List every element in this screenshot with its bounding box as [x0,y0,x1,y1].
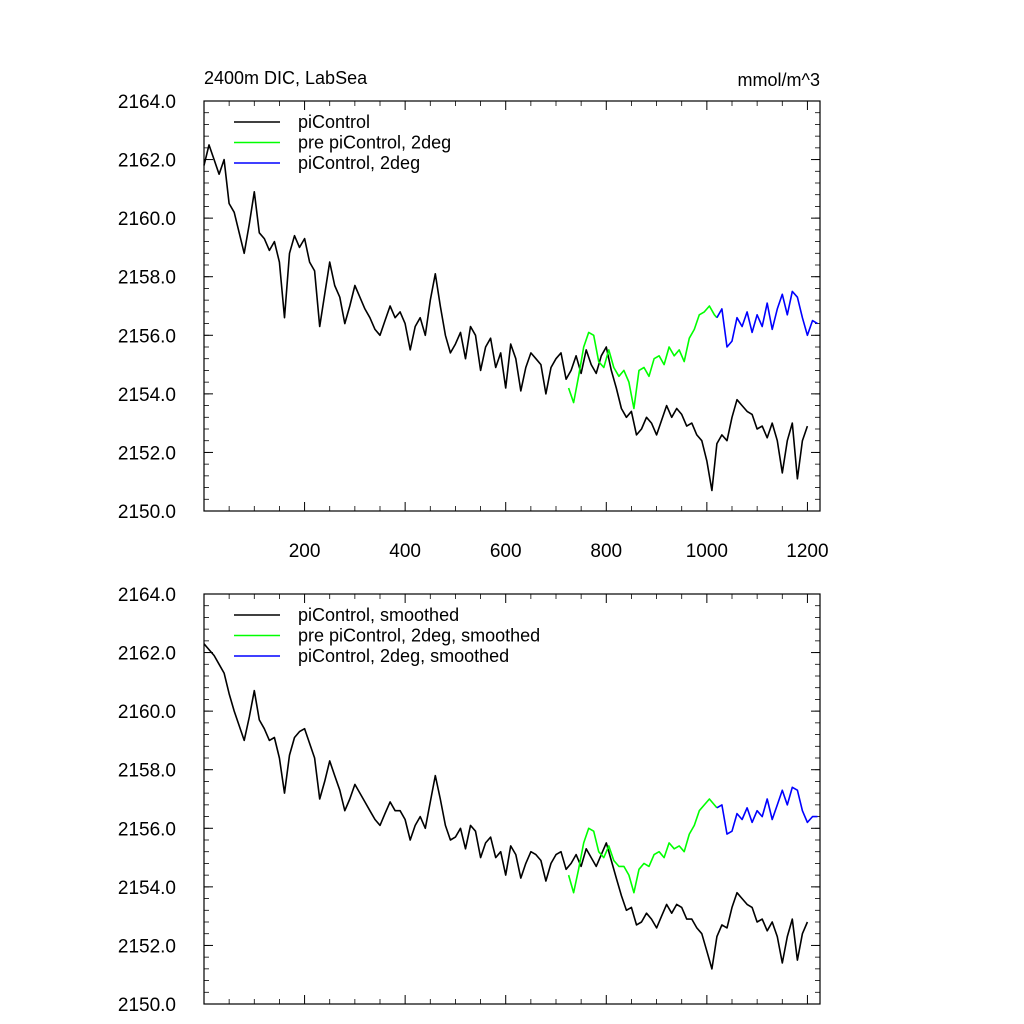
legend-label: piControl, 2deg, smoothed [298,646,509,666]
top-panel: 2400m DIC, LabSea mmol/m^3 2150.02152.02… [118,68,829,562]
x-tick-label: 400 [389,541,421,562]
series-line-picontrol-2deg [716,290,818,348]
y-tick-label: 2160.0 [118,209,176,230]
series-line-pre-picontrol-2deg [567,305,718,410]
y-tick-label: 2158.0 [118,268,176,289]
bottom-panel: 2150.0 2152.0 2154.0 2156.0 2158.0 2160.0 2162… [118,585,821,1016]
y-tick-label: 2156.0 [118,326,176,347]
minor-ticks [204,593,820,1005]
y-tick-label: 2150.0 [118,502,176,523]
y-tick-label: 2152.0 [118,936,176,957]
plot-area-frame [203,100,821,512]
series-lines [203,144,818,492]
x-tick-label: 200 [289,541,321,562]
y-tick-label: 2152.0 [118,443,176,464]
y-tick-label: 2156.0 [118,819,176,840]
series-line-picontrol-2deg-smoothed [716,786,818,835]
chart-title: 2400m DIC, LabSea [204,68,368,88]
legend-label: piControl, 2deg [298,153,420,173]
y-tick-label: 2160.0 [118,702,176,723]
major-ticks [204,100,820,512]
y-tick-label: 2154.0 [118,385,176,406]
y-tick-label: 2162.0 [118,151,176,172]
minor-ticks [204,100,820,512]
y-tick-label: 2154.0 [118,878,176,899]
legend-label: piControl [298,112,370,132]
y-tick-labels: 2150.0 2152.0 2154.0 2156.0 2158.0 2160.0 2162… [118,585,176,1016]
series-line-pre-picontrol-2deg-smoothed [567,798,718,894]
series-line-picontrol [203,144,809,492]
x-tick-label: 600 [490,541,522,562]
legend-label: pre piControl, 2deg [298,133,451,153]
chart-units-label: mmol/m^3 [738,70,820,90]
y-tick-labels: 2150.0 2152.0 2154.0 2156.0 2158.0 2160.0 2162… [118,92,176,523]
x-tick-labels: 200 400 600 800 1000 1200 [289,541,829,562]
x-tick-label: 1000 [686,541,728,562]
major-ticks [204,593,820,1005]
series-line-picontrol-smoothed [203,643,809,970]
x-tick-label: 800 [590,541,622,562]
y-tick-label: 2158.0 [118,761,176,782]
y-tick-label: 2150.0 [118,995,176,1016]
y-tick-label: 2164.0 [118,92,176,113]
legend-label: pre piControl, 2deg, smoothed [298,626,540,646]
y-tick-label: 2164.0 [118,585,176,606]
legend-label: piControl, smoothed [298,605,459,625]
y-tick-label: 2162.0 [118,644,176,665]
x-tick-label: 1200 [786,541,828,562]
plot-area-frame [203,593,821,1005]
series-lines [203,643,818,970]
